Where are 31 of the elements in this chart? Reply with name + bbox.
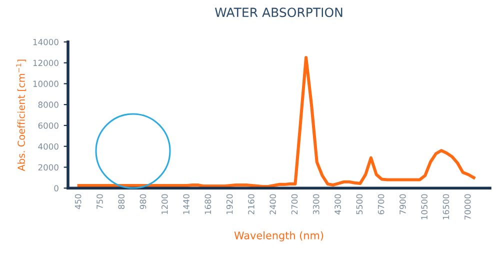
y-axis-title: Abs. Coefficient [cm$^{−1}$] xyxy=(16,60,26,172)
x-tick-label: 2160 xyxy=(248,194,254,214)
x-tick-label: 750 xyxy=(96,194,103,209)
x-tick-label: 6700 xyxy=(378,194,384,214)
x-tick-label: 450 xyxy=(74,194,82,210)
x-tick-label: 70000 xyxy=(464,194,471,220)
x-tick-label: 1920 xyxy=(226,194,233,214)
y-tick-label: 0 xyxy=(54,185,58,192)
x-tick-label: 2400 xyxy=(270,194,276,214)
y-tick-label: 8000 xyxy=(38,102,58,108)
y-tick-label: 10000 xyxy=(33,80,58,87)
x-tick-label: 2700 xyxy=(291,194,298,214)
y-tick-label: 12000 xyxy=(33,60,58,66)
x-tick-label: 10500 xyxy=(421,194,428,220)
x-tick-label: 3300 xyxy=(312,194,320,214)
x-tick-label: 880 xyxy=(118,194,125,210)
x-axis-title: Wavelength (nm) xyxy=(234,231,324,242)
y-tick-label: 14000 xyxy=(33,38,58,46)
x-tick-label: 4300 xyxy=(334,194,341,214)
y-tick-label: 4000 xyxy=(38,143,58,150)
x-tick-label: 5500 xyxy=(356,194,363,214)
x-tick-label: 1440 xyxy=(183,194,190,214)
x-tick-label: 16500 xyxy=(442,194,450,220)
y-tick-label: 2000 xyxy=(38,164,58,171)
line-series xyxy=(77,56,476,188)
chart-title: WATER ABSORPTION xyxy=(214,8,342,18)
x-tick-label: 980 xyxy=(140,194,146,210)
y-tick-label: 6000 xyxy=(38,122,58,129)
x-tick-label: 7900 xyxy=(400,194,406,214)
x-tick-label: 1680 xyxy=(204,194,212,214)
x-tick-label: 1200 xyxy=(162,194,168,214)
